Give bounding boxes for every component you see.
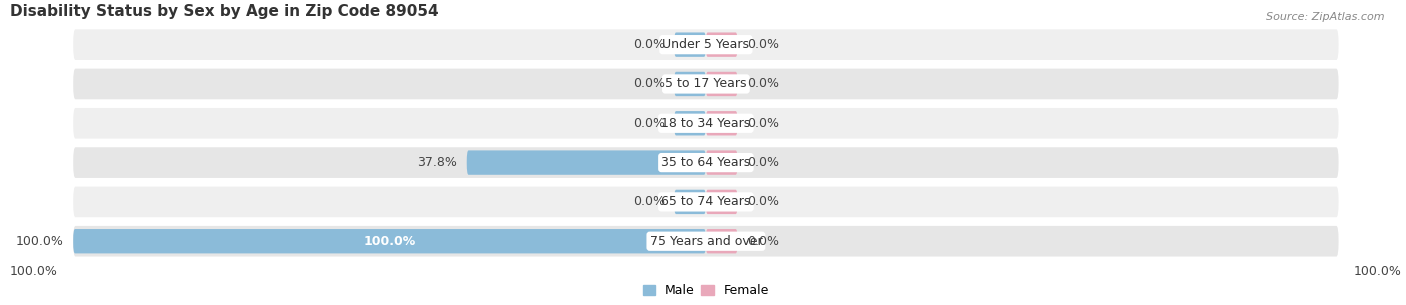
Text: 0.0%: 0.0% (747, 117, 779, 130)
Text: 35 to 64 Years: 35 to 64 Years (661, 156, 751, 169)
FancyBboxPatch shape (706, 150, 738, 175)
Text: 65 to 74 Years: 65 to 74 Years (661, 196, 751, 208)
FancyBboxPatch shape (73, 29, 1339, 60)
Text: Disability Status by Sex by Age in Zip Code 89054: Disability Status by Sex by Age in Zip C… (10, 4, 439, 19)
FancyBboxPatch shape (73, 187, 1339, 217)
FancyBboxPatch shape (73, 147, 1339, 178)
FancyBboxPatch shape (675, 32, 706, 57)
FancyBboxPatch shape (706, 229, 738, 253)
Text: Source: ZipAtlas.com: Source: ZipAtlas.com (1267, 12, 1385, 22)
FancyBboxPatch shape (675, 72, 706, 96)
FancyBboxPatch shape (73, 229, 706, 253)
Text: 0.0%: 0.0% (633, 38, 665, 51)
Text: 0.0%: 0.0% (747, 38, 779, 51)
FancyBboxPatch shape (675, 111, 706, 135)
Text: 0.0%: 0.0% (747, 196, 779, 208)
Text: 5 to 17 Years: 5 to 17 Years (665, 77, 747, 91)
FancyBboxPatch shape (73, 108, 1339, 138)
Text: 0.0%: 0.0% (633, 77, 665, 91)
Text: 100.0%: 100.0% (10, 265, 58, 278)
Legend: Male, Female: Male, Female (638, 279, 775, 303)
Text: 0.0%: 0.0% (633, 196, 665, 208)
FancyBboxPatch shape (706, 32, 738, 57)
Text: 18 to 34 Years: 18 to 34 Years (661, 117, 751, 130)
FancyBboxPatch shape (73, 226, 1339, 257)
FancyBboxPatch shape (73, 69, 1339, 99)
FancyBboxPatch shape (467, 150, 706, 175)
Text: 0.0%: 0.0% (747, 77, 779, 91)
Text: 0.0%: 0.0% (747, 156, 779, 169)
FancyBboxPatch shape (706, 72, 738, 96)
Text: 37.8%: 37.8% (418, 156, 457, 169)
Text: 0.0%: 0.0% (633, 117, 665, 130)
FancyBboxPatch shape (675, 190, 706, 214)
FancyBboxPatch shape (706, 190, 738, 214)
Text: 75 Years and over: 75 Years and over (650, 235, 762, 248)
Text: 100.0%: 100.0% (363, 235, 416, 248)
Text: Under 5 Years: Under 5 Years (662, 38, 749, 51)
FancyBboxPatch shape (706, 111, 738, 135)
Text: 100.0%: 100.0% (15, 235, 63, 248)
Text: 100.0%: 100.0% (1354, 265, 1402, 278)
Text: 0.0%: 0.0% (747, 235, 779, 248)
